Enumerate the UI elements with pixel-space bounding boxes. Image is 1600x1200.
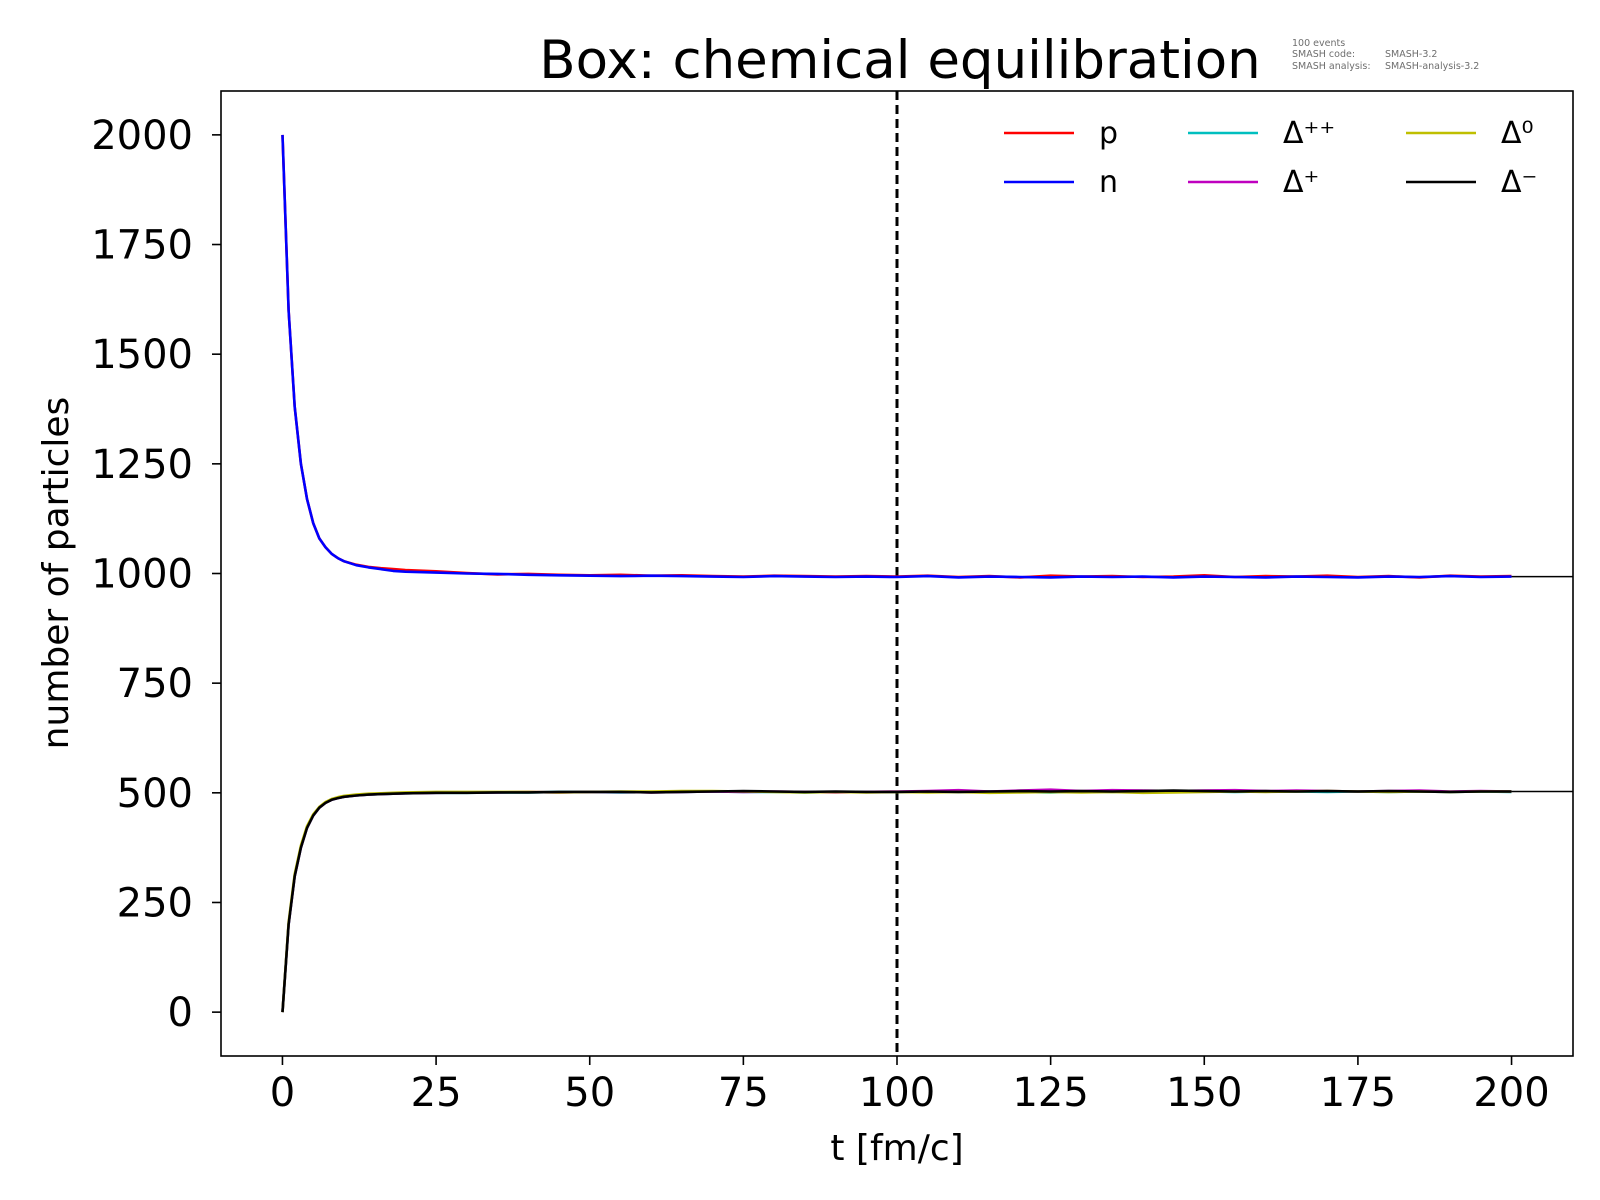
legend-label-delta-pp: Δ⁺⁺ (1283, 116, 1335, 151)
legend-label-delta-0: Δ⁰ (1501, 116, 1534, 151)
legend-label-delta-p: Δ⁺ (1283, 165, 1319, 200)
x-tick-label: 150 (1166, 1070, 1242, 1116)
x-tick-label: 0 (270, 1070, 295, 1116)
legend-label-n: n (1099, 165, 1118, 200)
y-axis-label: number of particles (36, 397, 77, 750)
y-tick-label: 500 (117, 771, 193, 817)
x-axis-label: t [fm/c] (830, 1128, 963, 1169)
y-tick-label: 750 (117, 661, 193, 707)
legend-label-p: p (1099, 116, 1118, 151)
y-tick-label: 1000 (91, 552, 193, 598)
y-tick-label: 2000 (91, 113, 193, 159)
x-tick-label: 200 (1473, 1070, 1549, 1116)
plot-area (220, 90, 1574, 1057)
x-tick-label: 25 (411, 1070, 462, 1116)
legend-label-delta-m: Δ⁻ (1501, 165, 1537, 200)
metadata-annotation: 100 events SMASH code: SMASH-3.2 SMASH a… (1292, 38, 1479, 72)
legend: pn Δ⁺⁺ Δ⁺ Δ⁰ Δ⁻ (1004, 116, 1537, 200)
smash-analysis-value: SMASH-analysis-3.2 (1385, 61, 1479, 72)
y-tick-label: 1500 (91, 332, 193, 378)
x-tick-label: 100 (859, 1070, 935, 1116)
x-tick-label: 175 (1320, 1070, 1396, 1116)
y-axis: 0 250 500 750 1000 1250 1500 1750 2000 (91, 113, 221, 1036)
events-count: 100 events (1292, 38, 1345, 49)
smash-code-value: SMASH-3.2 (1385, 49, 1437, 60)
chart-title: Box: chemical equilibration (539, 30, 1261, 91)
series-line-n (281, 134, 1512, 579)
y-tick-label: 0 (168, 990, 193, 1036)
x-axis: 0 25 50 75 100 125 150 175 200 (270, 1056, 1550, 1116)
x-tick-label: 125 (1012, 1070, 1088, 1116)
series-line-delta-m (281, 789, 1512, 1013)
y-tick-label: 1250 (91, 442, 193, 488)
y-tick-label: 1750 (91, 223, 193, 269)
x-tick-label: 50 (564, 1070, 615, 1116)
x-tick-label: 75 (718, 1070, 769, 1116)
smash-code-label: SMASH code: (1292, 49, 1355, 60)
smash-analysis-label: SMASH analysis: (1292, 61, 1371, 72)
y-tick-label: 250 (117, 880, 193, 926)
